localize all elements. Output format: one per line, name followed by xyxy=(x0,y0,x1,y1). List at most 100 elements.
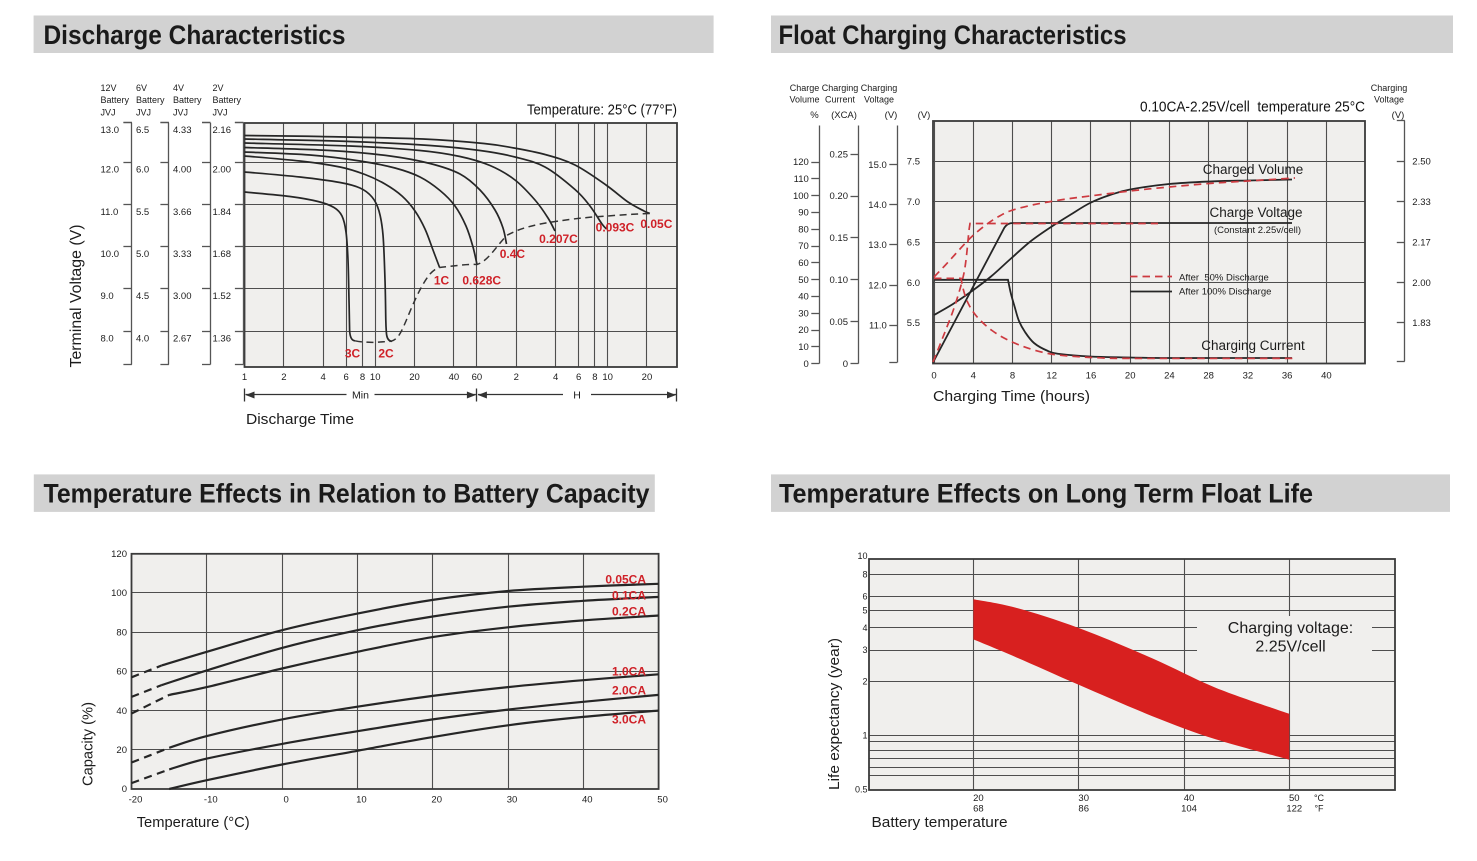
svg-text:1C: 1C xyxy=(434,274,450,288)
svg-text:24: 24 xyxy=(1164,371,1175,382)
svg-text:(V): (V) xyxy=(1392,110,1405,121)
svg-text:11.0: 11.0 xyxy=(869,320,887,331)
svg-text:8.0: 8.0 xyxy=(101,334,114,345)
svg-text:1.52: 1.52 xyxy=(213,291,232,302)
svg-text:16: 16 xyxy=(1086,371,1097,382)
svg-text:JVJ: JVJ xyxy=(101,107,116,117)
svg-text:3.0CA: 3.0CA xyxy=(612,713,646,727)
svg-text:1.83: 1.83 xyxy=(1412,318,1431,329)
svg-text:3C: 3C xyxy=(345,347,361,361)
svg-text:30: 30 xyxy=(507,795,518,806)
svg-text:-10: -10 xyxy=(204,795,218,806)
svg-text:Charging: Charging xyxy=(861,83,898,93)
svg-text:40: 40 xyxy=(582,795,593,806)
svg-text:(XCA): (XCA) xyxy=(831,110,857,121)
svg-text:20: 20 xyxy=(431,795,442,806)
svg-text:9.0: 9.0 xyxy=(101,291,114,302)
svg-text:12V: 12V xyxy=(101,83,117,93)
svg-text:90: 90 xyxy=(798,208,809,219)
svg-text:Discharge Characteristics: Discharge Characteristics xyxy=(44,20,346,50)
svg-text:6V: 6V xyxy=(136,83,147,93)
svg-text:Life expectancy (year): Life expectancy (year) xyxy=(826,638,843,790)
svg-text:0: 0 xyxy=(122,784,127,795)
svg-text:30: 30 xyxy=(1078,793,1089,804)
svg-text:50: 50 xyxy=(657,795,668,806)
svg-text:8: 8 xyxy=(360,372,365,383)
svg-text:2: 2 xyxy=(862,677,867,687)
svg-text:0.10CA-2.25V/cell temperature: 0.10CA-2.25V/cell temperature 25°C xyxy=(1140,99,1365,116)
svg-text:3: 3 xyxy=(862,645,867,655)
svg-text:Float Charging Characteristics: Float Charging Characteristics xyxy=(779,20,1127,50)
svg-text:80: 80 xyxy=(116,627,127,638)
svg-text:Discharge Time: Discharge Time xyxy=(246,411,354,428)
svg-text:0.05C: 0.05C xyxy=(640,217,672,231)
svg-text:12.0: 12.0 xyxy=(868,280,887,291)
svg-text:Charging: Charging xyxy=(1371,83,1408,93)
svg-text:0: 0 xyxy=(843,359,848,370)
svg-text:2.17: 2.17 xyxy=(1412,237,1431,248)
svg-text:JVJ: JVJ xyxy=(213,107,228,117)
svg-text:10: 10 xyxy=(356,795,367,806)
svg-text:3.66: 3.66 xyxy=(173,207,192,218)
svg-text:Battery: Battery xyxy=(136,95,165,105)
svg-text:36: 36 xyxy=(1282,371,1293,382)
svg-text:6.5: 6.5 xyxy=(136,125,149,136)
svg-text:6: 6 xyxy=(344,372,349,383)
svg-text:JVJ: JVJ xyxy=(173,107,188,117)
svg-text:2.00: 2.00 xyxy=(213,164,232,175)
svg-text:0.15: 0.15 xyxy=(830,233,849,244)
svg-text:4: 4 xyxy=(321,372,326,383)
svg-text:70: 70 xyxy=(798,241,809,252)
svg-text:%: % xyxy=(810,110,819,121)
svg-text:4V: 4V xyxy=(173,83,184,93)
svg-text:100: 100 xyxy=(793,191,809,202)
svg-text:0.1CA: 0.1CA xyxy=(612,588,646,602)
svg-text:11.0: 11.0 xyxy=(101,207,119,218)
svg-text:12: 12 xyxy=(1046,371,1057,382)
svg-text:2C: 2C xyxy=(378,347,394,361)
svg-text:40: 40 xyxy=(1184,793,1195,804)
svg-text:20: 20 xyxy=(1125,371,1136,382)
svg-text:Battery temperature: Battery temperature xyxy=(872,814,1008,831)
svg-text:2: 2 xyxy=(514,372,519,383)
svg-text:4: 4 xyxy=(971,371,976,382)
svg-text:Charge: Charge xyxy=(790,83,820,93)
svg-text:20: 20 xyxy=(116,745,127,756)
svg-text:40: 40 xyxy=(116,706,127,717)
svg-text:122: 122 xyxy=(1286,804,1302,815)
svg-text:2.00: 2.00 xyxy=(1412,278,1431,289)
svg-text:20: 20 xyxy=(973,793,984,804)
svg-text:Temperature Effects on Long Te: Temperature Effects on Long Term Float L… xyxy=(779,479,1313,509)
svg-text:8: 8 xyxy=(1010,371,1015,382)
svg-text:Battery: Battery xyxy=(101,95,130,105)
svg-text:(V): (V) xyxy=(918,110,931,121)
svg-text:Voltage: Voltage xyxy=(864,95,894,105)
svg-text:Charged Volume: Charged Volume xyxy=(1203,162,1304,177)
svg-text:Charging voltage:: Charging voltage: xyxy=(1228,620,1353,637)
svg-text:2: 2 xyxy=(281,372,286,383)
svg-text:Capacity (%): Capacity (%) xyxy=(80,702,97,786)
svg-text:10: 10 xyxy=(370,372,381,383)
svg-text:H: H xyxy=(573,390,581,402)
svg-text:40: 40 xyxy=(798,292,809,303)
svg-text:120: 120 xyxy=(111,549,127,560)
svg-text:0.5: 0.5 xyxy=(855,785,868,795)
svg-text:8: 8 xyxy=(592,372,597,383)
svg-text:0.2CA: 0.2CA xyxy=(612,605,646,619)
svg-text:Battery: Battery xyxy=(213,95,242,105)
svg-text:30: 30 xyxy=(798,308,809,319)
svg-text:0.093C: 0.093C xyxy=(596,220,635,234)
svg-text:-20: -20 xyxy=(129,795,143,806)
svg-text:4.00: 4.00 xyxy=(173,164,192,175)
svg-text:0: 0 xyxy=(931,371,936,382)
svg-text:1.0CA: 1.0CA xyxy=(612,665,646,679)
svg-text:Battery: Battery xyxy=(173,95,202,105)
svg-text:(Constant 2.25v/cell): (Constant 2.25v/cell) xyxy=(1214,225,1301,236)
svg-text:0.05: 0.05 xyxy=(830,317,849,328)
svg-text:4.0: 4.0 xyxy=(136,334,149,345)
svg-text:120: 120 xyxy=(793,157,809,168)
svg-text:Charging Current: Charging Current xyxy=(1201,338,1305,353)
svg-text:8: 8 xyxy=(862,569,867,579)
svg-text:0.05CA: 0.05CA xyxy=(605,573,646,587)
svg-text:68: 68 xyxy=(973,804,984,815)
